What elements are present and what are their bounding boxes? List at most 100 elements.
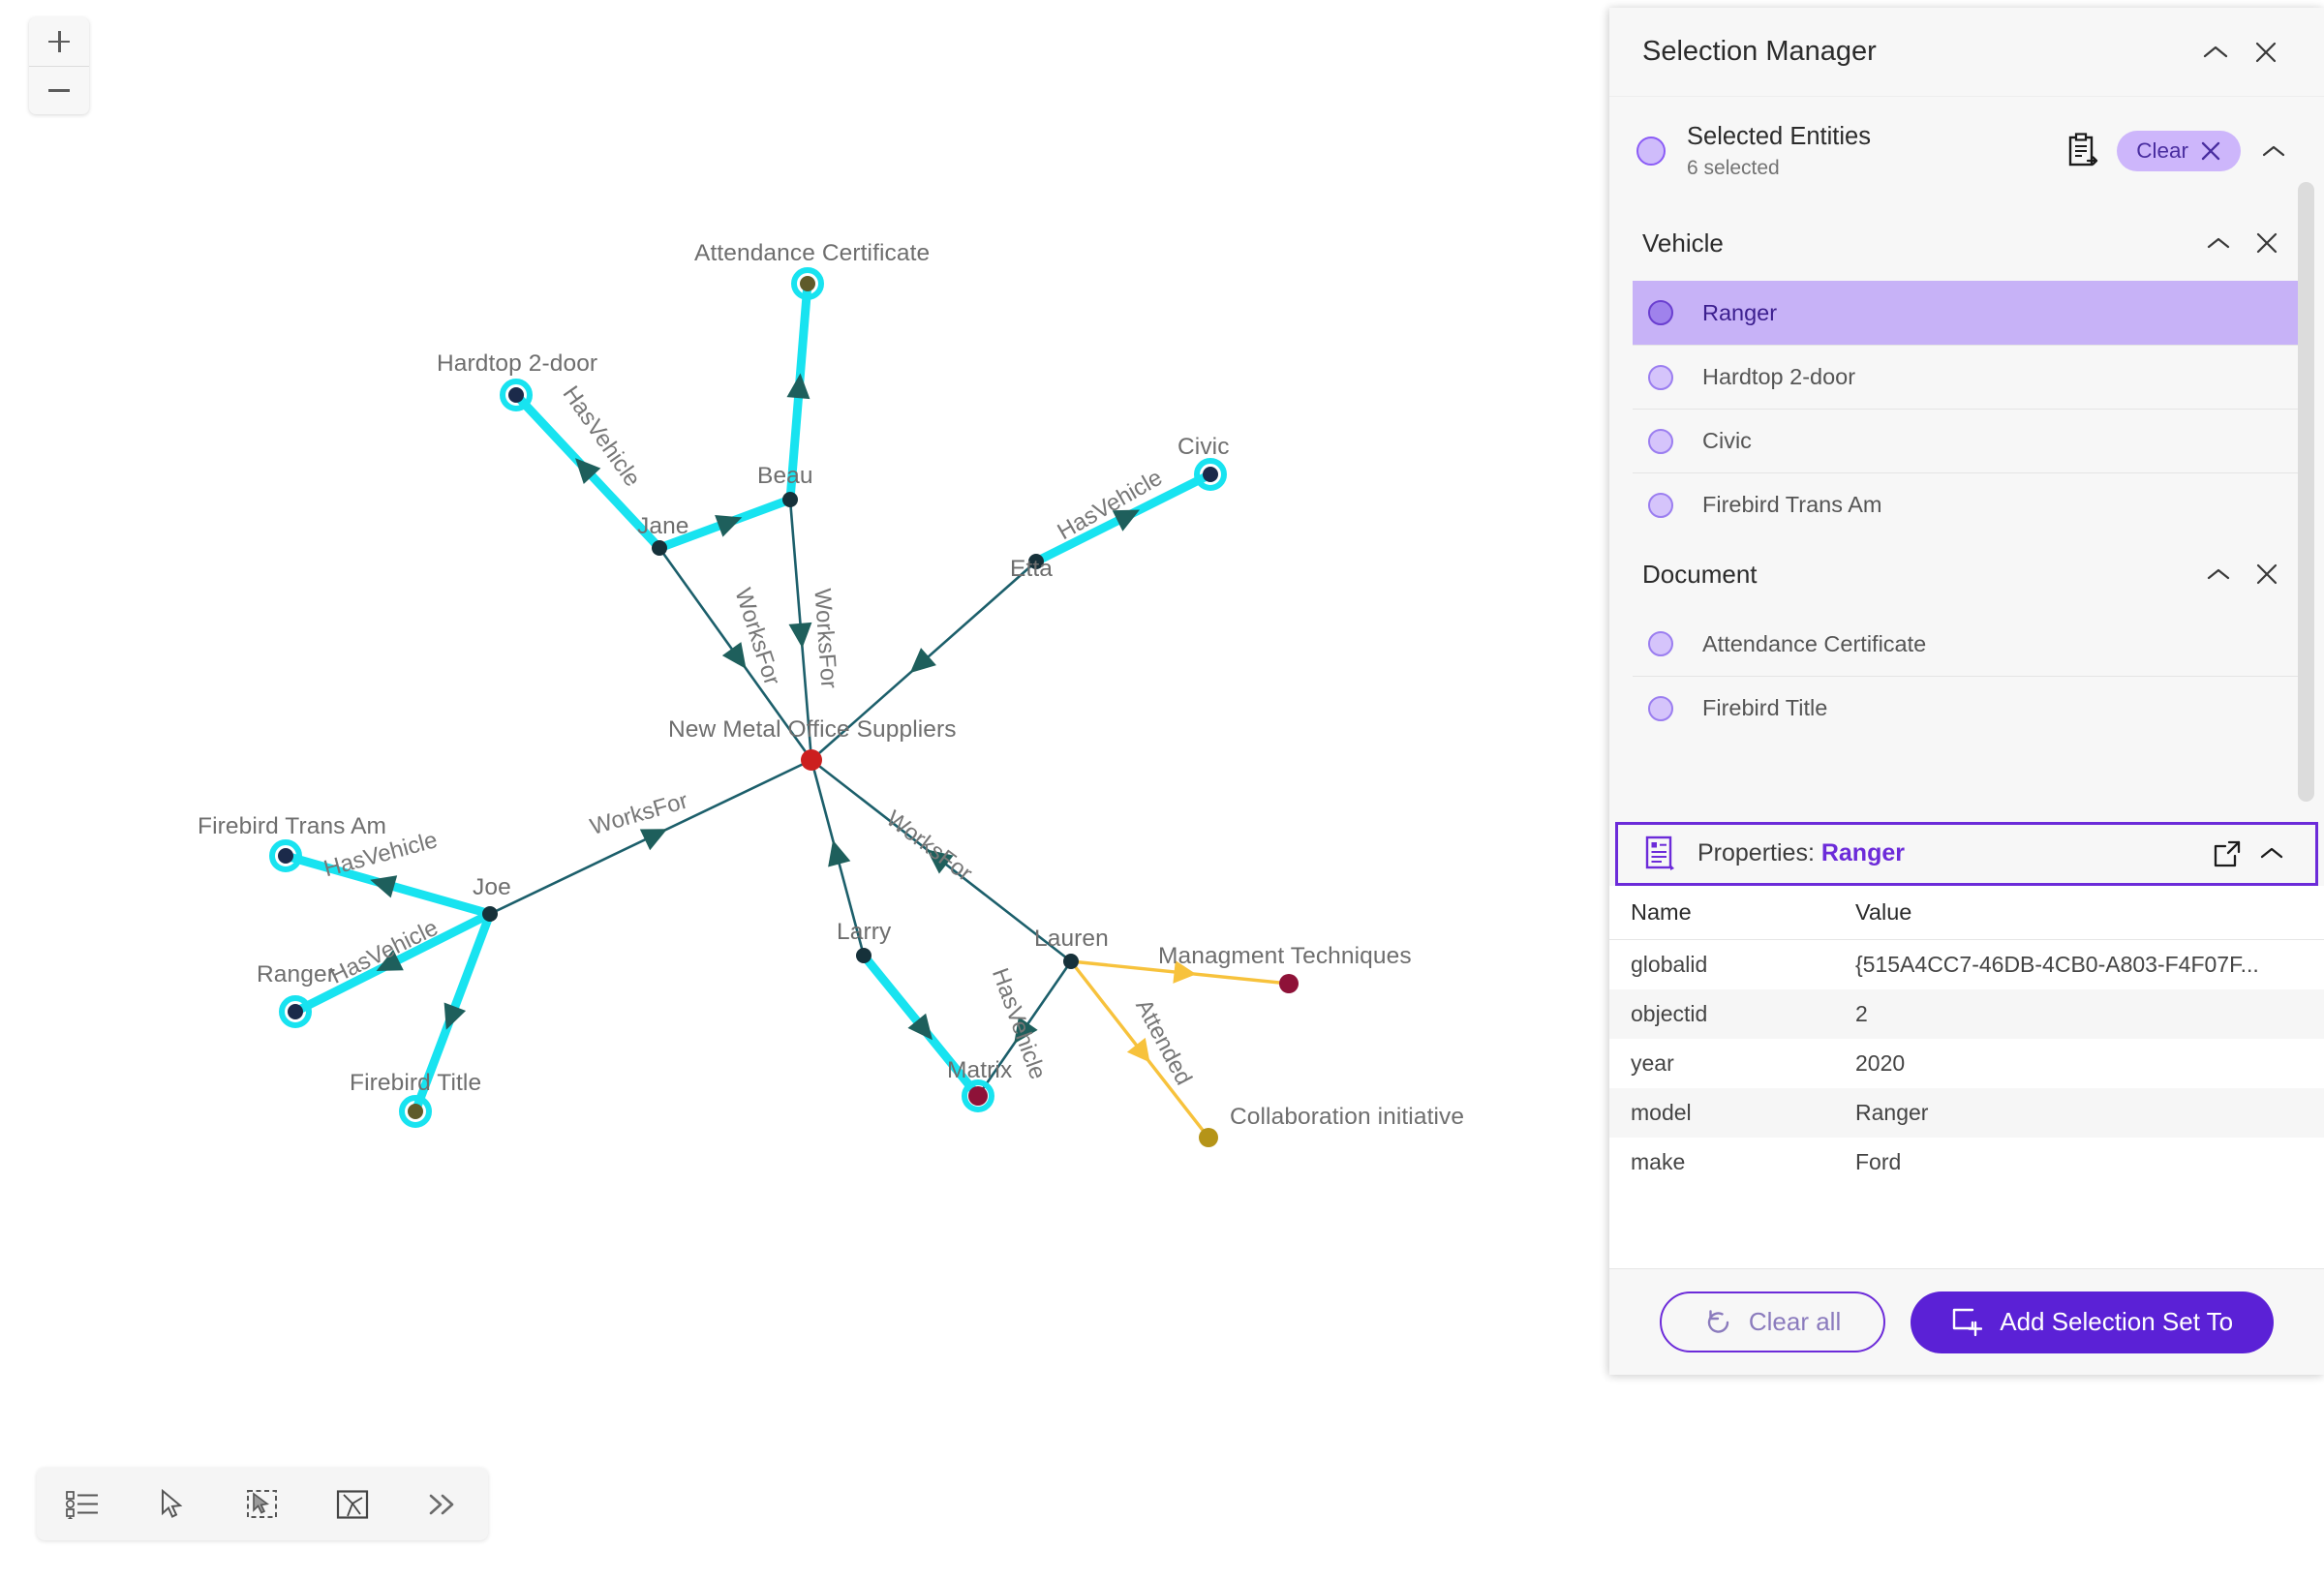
graph-edge[interactable] xyxy=(810,758,1073,963)
properties-table-row: globalid {515A4CC7-46DB-4CB0-A803-F4F07F.… xyxy=(1609,939,2324,989)
property-value: {515A4CC7-46DB-4CB0-A803-F4F07F... xyxy=(1855,951,2259,977)
entity-group-name: Vehicle xyxy=(1642,228,1724,258)
graph-node-label: Joe xyxy=(473,874,511,900)
document-properties-icon xyxy=(1641,835,1680,873)
graph-canvas[interactable]: HasVehicle WorksFor WorksFor HasVehicle HasV… xyxy=(0,0,1607,1580)
entity-group-close-button[interactable] xyxy=(2243,219,2291,267)
copy-to-clipboard-button[interactable] xyxy=(2061,129,2105,173)
graph-edge[interactable] xyxy=(1031,470,1215,566)
graph-edge[interactable] xyxy=(1069,959,1291,986)
selected-entities-row[interactable]: Selected Entities 6 selected xyxy=(1609,97,2324,205)
selection-manager-panel[interactable]: Selection Manager Selected Entities xyxy=(1609,8,2324,1375)
graph-node[interactable] xyxy=(399,1095,432,1128)
legend-tool-button[interactable] xyxy=(37,1468,127,1540)
graph-toolbar[interactable] xyxy=(37,1468,488,1540)
entity-list-item[interactable]: Firebird Trans Am xyxy=(1633,472,2305,536)
graph-edge-label: HasVehicle xyxy=(558,381,646,492)
property-value: Ford xyxy=(1855,1148,1902,1174)
graph-edge[interactable] xyxy=(655,495,795,553)
legend-list-icon xyxy=(65,1490,98,1519)
zoom-in-button[interactable] xyxy=(29,17,89,66)
property-value: Ranger xyxy=(1834,1087,2324,1138)
entity-list-item[interactable]: Civic xyxy=(1633,409,2305,472)
entity-group-collapse-button[interactable] xyxy=(2194,550,2243,598)
graph-edge[interactable] xyxy=(859,951,983,1101)
entity-label: Ranger xyxy=(1702,299,1778,325)
graph-node[interactable] xyxy=(1063,954,1079,969)
panel-close-button[interactable] xyxy=(2241,27,2291,77)
graph-node[interactable] xyxy=(801,749,822,771)
graph-edge[interactable] xyxy=(785,279,812,504)
selected-entities-collapse-button[interactable] xyxy=(2250,128,2297,174)
entity-group-header-vehicle: Vehicle xyxy=(1609,205,2324,281)
clear-all-button[interactable]: Clear all xyxy=(1659,1291,1886,1352)
graph-edge[interactable] xyxy=(488,758,813,916)
add-selection-label: Add Selection Set To xyxy=(2000,1307,2234,1336)
graph-node[interactable] xyxy=(279,995,312,1028)
entity-dot-icon xyxy=(1648,300,1673,325)
graph-edge[interactable] xyxy=(788,498,813,762)
property-value: 2 xyxy=(1834,988,2324,1039)
graph-node[interactable] xyxy=(1279,974,1299,993)
graph-edge[interactable] xyxy=(511,390,664,553)
property-value: 2020 xyxy=(1855,1049,1906,1076)
graph-edge[interactable] xyxy=(810,560,1038,762)
graph-edge[interactable] xyxy=(1069,959,1210,1139)
graph-node[interactable] xyxy=(856,948,872,963)
marquee-select-tool-button[interactable] xyxy=(217,1468,307,1540)
marquee-select-icon xyxy=(247,1489,277,1518)
properties-table-row: year 2020 xyxy=(1609,1039,2324,1088)
select-tool-button[interactable] xyxy=(127,1468,217,1540)
entities-scroll-area[interactable]: Selected Entities 6 selected xyxy=(1609,97,2324,822)
panel-footer: Clear all Add Selection Set To xyxy=(1609,1268,2324,1375)
graph-node[interactable] xyxy=(782,492,798,507)
entity-list-item[interactable]: Attendance Certificate xyxy=(1633,612,2305,676)
properties-entity-name: Ranger xyxy=(1820,839,1905,866)
graph-edge[interactable] xyxy=(976,959,1073,1098)
entity-list-item[interactable]: Ranger xyxy=(1633,281,2309,345)
graph-node[interactable] xyxy=(500,379,533,411)
graph-node[interactable] xyxy=(791,267,824,300)
chevron-up-icon xyxy=(2207,237,2230,248)
graph-node-label: Larry xyxy=(837,919,892,945)
graph-edge[interactable] xyxy=(290,909,495,1017)
graph-node[interactable] xyxy=(1028,554,1044,569)
panel-header: Selection Manager xyxy=(1609,8,2324,97)
properties-popout-button[interactable] xyxy=(2205,832,2249,876)
entity-list-item[interactable]: Hardtop 2-door xyxy=(1633,345,2305,409)
zoom-control[interactable] xyxy=(29,17,89,114)
entity-group-header-document: Document xyxy=(1609,536,2324,612)
graph-edge[interactable] xyxy=(411,909,495,1116)
entity-group-close-button[interactable] xyxy=(2243,550,2291,598)
graph-node[interactable] xyxy=(962,1079,994,1112)
layout-tool-button[interactable] xyxy=(308,1468,398,1540)
graph-edge[interactable] xyxy=(281,851,495,919)
graph-node[interactable] xyxy=(652,540,667,556)
entity-group-collapse-button[interactable] xyxy=(2194,219,2243,267)
clear-all-label: Clear all xyxy=(1748,1307,1842,1336)
add-selection-set-button[interactable]: Add Selection Set To xyxy=(1911,1291,2275,1353)
graph-node[interactable] xyxy=(482,906,498,922)
graph-node[interactable] xyxy=(269,839,302,872)
more-tools-button[interactable] xyxy=(398,1468,488,1540)
entity-label: Firebird Title xyxy=(1702,695,1828,720)
property-name: model xyxy=(1609,1087,1834,1138)
entities-scrollbar[interactable] xyxy=(2298,182,2314,802)
graph-edge[interactable] xyxy=(657,546,813,762)
graph-node[interactable] xyxy=(1199,1128,1218,1147)
clear-selection-chip[interactable]: Clear xyxy=(2117,131,2241,171)
entity-dot-icon xyxy=(1648,364,1673,390)
panel-collapse-button[interactable] xyxy=(2190,27,2241,77)
zoom-out-button[interactable] xyxy=(29,65,89,115)
properties-col-name: Name xyxy=(1609,885,1834,940)
graph-node-label: Jane xyxy=(637,513,689,539)
minus-icon xyxy=(47,78,71,102)
properties-collapse-button[interactable] xyxy=(2249,832,2294,876)
entity-dot-icon xyxy=(1648,428,1673,454)
properties-header[interactable]: Properties: Ranger xyxy=(1615,821,2318,886)
entity-list-item[interactable]: Firebird Title xyxy=(1633,676,2305,740)
graph-node[interactable] xyxy=(1194,458,1227,491)
graph-edge[interactable] xyxy=(810,758,866,957)
close-icon xyxy=(2201,141,2220,161)
